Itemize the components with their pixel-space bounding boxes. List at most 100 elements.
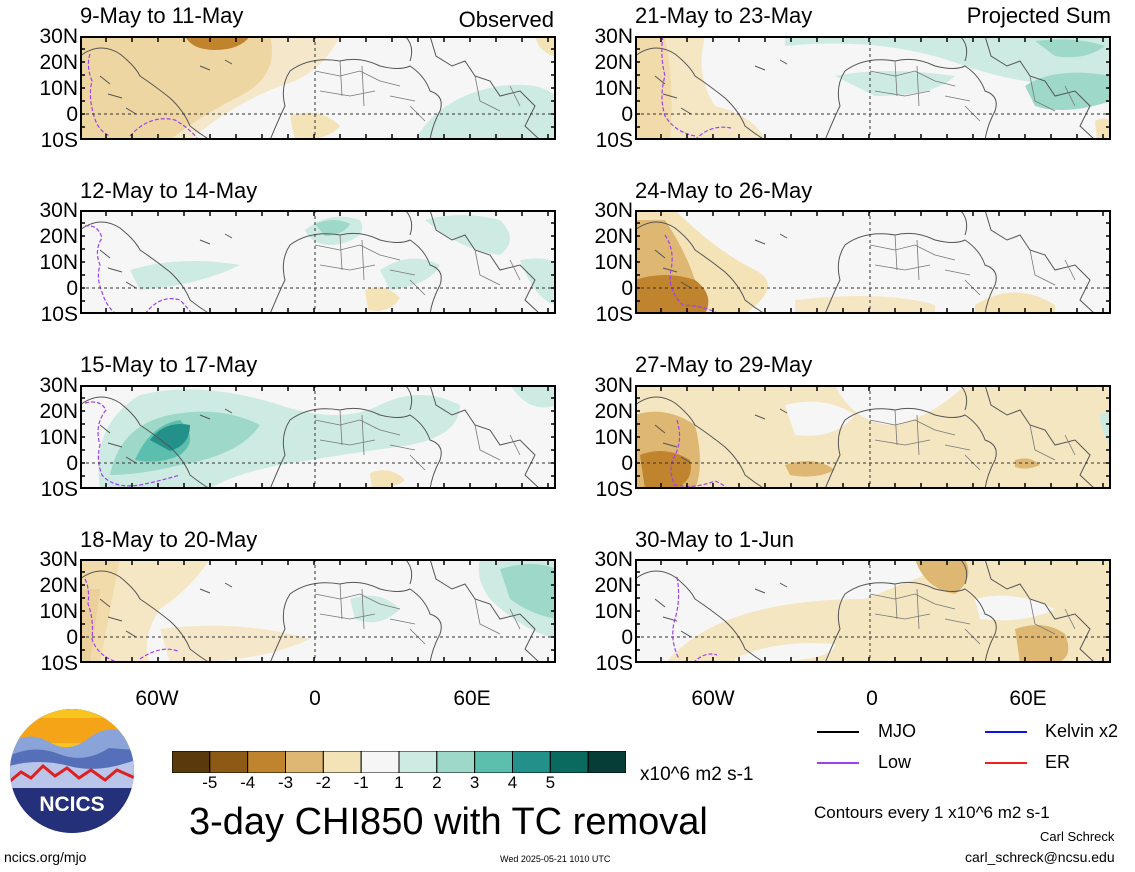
lat-label-right-3-3: 0 [621, 626, 633, 649]
colorbar-swatch [247, 751, 286, 773]
anomaly-region [425, 215, 510, 255]
colorbar-tick-label: 5 [545, 773, 556, 792]
anomaly-region [785, 401, 855, 436]
er-line [985, 762, 1027, 764]
anomaly-region [535, 36, 556, 56]
anomaly-region [915, 559, 969, 594]
anomaly-region [315, 220, 350, 236]
colorbar-swatch [322, 751, 362, 773]
lat-label-right-1-3: 0 [621, 277, 633, 300]
low-contour [84, 578, 179, 663]
anomaly-region [185, 36, 250, 50]
low-contour [87, 53, 199, 140]
colorbar-tick-label: -4 [240, 773, 256, 792]
anomaly-region [160, 625, 310, 663]
lat-label-left-0-0: 30N [39, 25, 78, 48]
lat-label-left-1-0: 30N [39, 199, 78, 222]
low-contour [670, 419, 728, 489]
colorbar-swatch [360, 751, 400, 773]
anomaly-region [975, 292, 1055, 314]
anomaly-region [635, 275, 709, 314]
projected-label: Projected Sum [966, 3, 1111, 28]
map-panel-right-2 [635, 385, 1111, 489]
lat-label-right-3-0: 30N [594, 548, 633, 571]
anomaly-region [500, 564, 556, 619]
lat-label-left-1-1: 20N [39, 225, 78, 248]
lat-label-right-1-4: 10S [595, 303, 633, 326]
anomaly-region [130, 261, 240, 290]
anomaly-region [520, 258, 556, 305]
site-url: ncics.org/mjo [4, 849, 87, 865]
anomaly-region [1015, 625, 1069, 663]
coastline [80, 36, 541, 140]
coastline [80, 559, 541, 663]
lat-label-left-2-4: 10S [40, 478, 78, 501]
lat-label-right-3-1: 20N [594, 574, 633, 597]
anomaly-region [735, 643, 835, 663]
contours-note: Contours every 1 x10^6 m2 s-1 [814, 803, 1050, 822]
kelvin-label: Kelvin x2 [1045, 721, 1119, 741]
colorbar-swatch [209, 751, 249, 773]
observed-label: Observed [458, 7, 554, 32]
author: Carl Schreck [1040, 829, 1115, 844]
colorbar-tick-label: 3 [469, 773, 480, 792]
anomaly-region [795, 296, 935, 314]
lon-label-60w-left: 60W [135, 687, 179, 710]
panel-title-right-0: 21-May to 23-May [635, 3, 813, 28]
lat-label-left-1-3: 0 [66, 277, 78, 300]
lon-label-0-left: 0 [309, 687, 321, 710]
lat-label-left-0-4: 10S [40, 129, 78, 152]
colorbar-swatch [172, 751, 211, 773]
anomaly-region [365, 287, 400, 311]
map-panel-left-1 [80, 210, 556, 314]
lat-label-left-2-1: 20N [39, 400, 78, 423]
lat-label-left-0-1: 20N [39, 51, 78, 74]
map-panel-right-0 [635, 36, 1111, 140]
low-contour [661, 36, 732, 140]
lat-label-right-2-2: 10N [594, 426, 633, 449]
low-contour [664, 234, 720, 314]
lat-label-left-3-4: 10S [40, 652, 78, 675]
kelvin-line [985, 731, 1027, 733]
email: carl_schreck@ncsu.edu [965, 849, 1115, 865]
anomaly-region [415, 84, 556, 140]
lat-label-left-2-3: 0 [66, 452, 78, 475]
coastline [635, 385, 1096, 489]
timestamp: Wed 2025-05-21 1010 UTC [500, 854, 611, 864]
lat-label-right-0-0: 30N [594, 25, 633, 48]
mjo-line [817, 731, 859, 733]
lat-label-left-2-0: 30N [39, 374, 78, 397]
panel-title-left-0: 9-May to 11-May [80, 3, 244, 28]
panel-title-right-1: 24-May to 26-May [635, 178, 813, 203]
anomaly-region [785, 461, 835, 477]
panel-title-left-1: 12-May to 14-May [80, 178, 258, 203]
coastline [635, 559, 1096, 663]
lat-label-right-1-1: 20N [594, 225, 633, 248]
anomaly-region [835, 71, 955, 96]
lat-label-left-1-4: 10S [40, 303, 78, 326]
anomaly-region [370, 470, 405, 489]
figure-title: 3-day CHI850 with TC removal [189, 801, 708, 843]
colorbar-units: x10^6 m2 s-1 [640, 764, 754, 785]
colorbar-tick-label: -1 [353, 773, 369, 792]
low-contour [84, 225, 193, 314]
anomaly-region [1035, 39, 1105, 58]
panel-title-right-2: 27-May to 29-May [635, 352, 813, 377]
mjo-label: MJO [878, 721, 916, 741]
lat-label-left-3-0: 30N [39, 548, 78, 571]
anomaly-region [1095, 118, 1111, 140]
colorbar-tick-label: -2 [315, 773, 331, 792]
lat-label-right-2-1: 20N [594, 400, 633, 423]
colorbar-tick-label: -5 [202, 773, 218, 792]
colorbar-swatch [436, 751, 476, 773]
ncics-logo: NCICS [10, 709, 134, 833]
map-panel-right-1 [635, 210, 1111, 314]
anomaly-region [975, 595, 1055, 621]
colorbar-tick-label: 2 [432, 773, 442, 792]
anomaly-region [150, 424, 190, 451]
lat-label-left-0-3: 0 [66, 103, 78, 126]
anomaly-region [835, 385, 965, 425]
lat-label-right-1-0: 30N [594, 199, 633, 222]
coastline [80, 210, 541, 314]
lat-label-left-2-2: 10N [39, 426, 78, 449]
